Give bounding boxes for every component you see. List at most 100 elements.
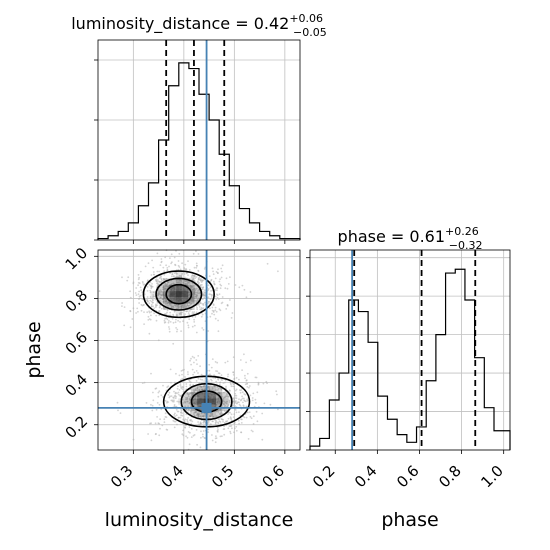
scatter-point <box>174 412 176 415</box>
scatter-point <box>196 363 198 365</box>
scatter-point <box>235 377 238 379</box>
scatter-point <box>182 434 185 437</box>
scatter-point <box>182 402 185 404</box>
scatter-point <box>164 303 167 305</box>
scatter-point <box>164 308 166 310</box>
scatter-point <box>211 439 214 442</box>
scatter-point <box>216 361 219 364</box>
scatter-point <box>174 321 177 324</box>
scatter-point <box>193 324 196 327</box>
scatter-point <box>180 386 183 388</box>
scatter-point <box>160 258 163 260</box>
scatter-point <box>199 292 201 295</box>
density-cell <box>169 284 176 292</box>
scatter-point <box>217 372 220 374</box>
scatter-point <box>226 360 229 363</box>
scatter-point <box>241 369 244 371</box>
scatter-point <box>179 416 182 419</box>
scatter-point <box>191 282 194 285</box>
scatter-point <box>188 313 191 316</box>
scatter-point <box>185 435 188 438</box>
scatter-point <box>201 379 204 381</box>
scatter-point <box>185 310 188 313</box>
scatter-point <box>194 395 197 398</box>
scatter-point <box>179 311 182 314</box>
scatter-point <box>207 284 210 287</box>
scatter-point <box>149 296 152 298</box>
scatter-point <box>183 420 186 422</box>
scatter-point <box>190 276 193 279</box>
scatter-point <box>216 296 219 299</box>
scatter-point <box>184 426 187 429</box>
x-tick-label: 0.6 <box>259 462 289 492</box>
scatter-point <box>201 298 204 301</box>
scatter-point <box>154 303 157 306</box>
scatter-point <box>159 418 162 421</box>
scatter-point <box>248 385 251 387</box>
scatter-point <box>212 311 215 313</box>
scatter-point <box>187 408 190 411</box>
scatter-point <box>201 415 204 417</box>
scatter-point <box>177 385 179 388</box>
scatter-point <box>98 290 101 292</box>
scatter-point <box>166 302 169 304</box>
scatter-point <box>150 372 152 375</box>
x-tick-label: 0.4 <box>351 462 381 492</box>
scatter-point <box>232 416 235 418</box>
scatter-point <box>233 413 236 415</box>
scatter-point <box>238 398 240 401</box>
scatter-point <box>187 405 190 407</box>
scatter-point <box>241 391 244 394</box>
scatter-point <box>217 268 219 271</box>
scatter-point <box>132 307 135 310</box>
scatter-point <box>220 374 223 377</box>
scatter-point <box>137 284 140 287</box>
scatter-point <box>210 296 213 298</box>
scatter-point <box>238 422 241 425</box>
scatter-point <box>216 386 219 388</box>
density-cell <box>175 297 182 304</box>
scatter-point <box>169 311 172 314</box>
scatter-point <box>147 433 150 435</box>
scatter-point <box>235 429 238 432</box>
scatter-point <box>217 421 219 424</box>
density-cell <box>222 392 229 399</box>
panel-frame <box>97 249 301 451</box>
scatter-point <box>210 290 212 292</box>
scatter-point <box>210 278 213 281</box>
scatter-point <box>163 270 166 273</box>
scatter-point <box>241 397 244 400</box>
scatter-point <box>192 252 195 255</box>
scatter-point <box>213 313 216 316</box>
panel-frame <box>97 39 301 241</box>
scatter-point <box>180 370 183 372</box>
scatter-point <box>252 423 255 425</box>
scatter-point <box>183 400 186 403</box>
scatter-point <box>193 318 196 321</box>
scatter-point <box>195 370 198 372</box>
scatter-point <box>238 401 240 404</box>
scatter-point <box>173 404 176 406</box>
scatter-point <box>160 408 163 411</box>
scatter-point <box>224 404 227 407</box>
scatter-point <box>195 311 198 314</box>
scatter-point <box>188 318 191 321</box>
scatter-point <box>223 400 226 403</box>
scatter-point <box>170 306 173 308</box>
scatter-point <box>163 278 166 281</box>
scatter-point <box>162 306 165 309</box>
scatter-point <box>215 415 218 417</box>
scatter-point <box>166 269 169 271</box>
scatter-point <box>162 297 165 300</box>
scatter-point <box>181 414 184 417</box>
scatter-point <box>224 287 227 290</box>
scatter-point <box>180 307 183 310</box>
scatter-point <box>153 307 156 310</box>
scatter-point <box>178 401 180 403</box>
scatter-point <box>182 429 185 432</box>
scatter-point <box>150 439 153 442</box>
scatter-point <box>219 421 222 423</box>
scatter-point <box>142 282 144 284</box>
scatter-point <box>178 374 181 377</box>
